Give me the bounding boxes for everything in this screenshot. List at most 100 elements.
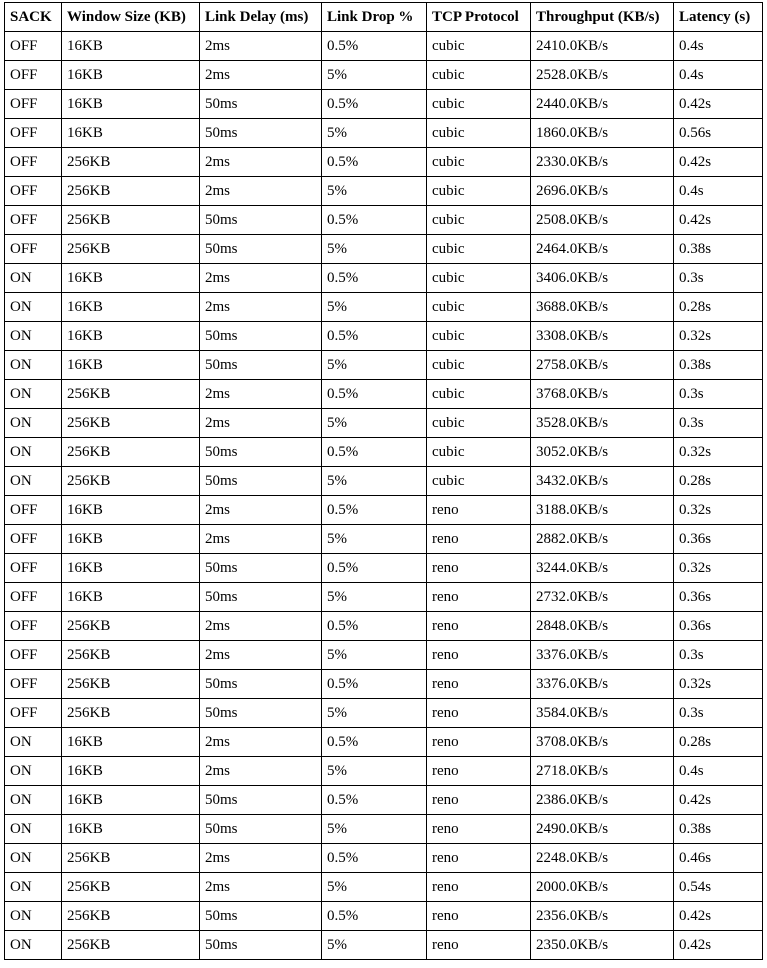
latency-cell: 0.4s — [673, 176, 763, 206]
link-delay-cell: 2ms — [199, 408, 322, 438]
sack-cell: ON — [4, 379, 62, 409]
window-size-cell: 16KB — [61, 31, 200, 61]
sack-cell: OFF — [4, 205, 62, 235]
sack-cell: OFF — [4, 60, 62, 90]
sack-cell: ON — [4, 872, 62, 902]
latency-cell: 0.46s — [673, 843, 763, 873]
table-row: ON 256KB 2ms 0.5% cubic 3768.0KB/s 0.3s — [4, 379, 763, 409]
window-size-cell: 16KB — [61, 495, 200, 525]
window-size-cell: 256KB — [61, 234, 200, 264]
table-row: OFF 256KB 50ms 5% cubic 2464.0KB/s 0.38s — [4, 234, 763, 264]
sack-cell: OFF — [4, 669, 62, 699]
window-size-cell: 16KB — [61, 89, 200, 119]
link-drop-cell: 0.5% — [321, 553, 427, 583]
link-drop-cell: 0.5% — [321, 785, 427, 815]
link-drop-cell: 0.5% — [321, 437, 427, 467]
header-throughput: Throughput (KB/s) — [530, 2, 674, 32]
link-delay-cell: 2ms — [199, 263, 322, 293]
sack-cell: ON — [4, 350, 62, 380]
table-row: ON 256KB 50ms 0.5% cubic 3052.0KB/s 0.32s — [4, 437, 763, 467]
throughput-cell: 3308.0KB/s — [530, 321, 674, 351]
header-latency: Latency (s) — [673, 2, 763, 32]
sack-cell: OFF — [4, 31, 62, 61]
link-drop-cell: 0.5% — [321, 321, 427, 351]
latency-cell: 0.4s — [673, 31, 763, 61]
link-drop-cell: 0.5% — [321, 31, 427, 61]
tcp-protocol-cell: reno — [426, 843, 531, 873]
throughput-cell: 2464.0KB/s — [530, 234, 674, 264]
latency-cell: 0.3s — [673, 698, 763, 728]
link-delay-cell: 50ms — [199, 350, 322, 380]
sack-cell: OFF — [4, 698, 62, 728]
table-row: OFF 16KB 50ms 0.5% cubic 2440.0KB/s 0.42s — [4, 89, 763, 119]
window-size-cell: 256KB — [61, 466, 200, 496]
latency-cell: 0.42s — [673, 89, 763, 119]
link-delay-cell: 50ms — [199, 582, 322, 612]
table-row: ON 256KB 2ms 0.5% reno 2248.0KB/s 0.46s — [4, 843, 763, 873]
link-drop-cell: 5% — [321, 292, 427, 322]
sack-cell: OFF — [4, 89, 62, 119]
table-row: ON 256KB 50ms 5% cubic 3432.0KB/s 0.28s — [4, 466, 763, 496]
tcp-protocol-cell: reno — [426, 727, 531, 757]
link-delay-cell: 2ms — [199, 176, 322, 206]
link-delay-cell: 50ms — [199, 321, 322, 351]
tcp-protocol-cell: reno — [426, 611, 531, 641]
header-window-size: Window Size (KB) — [61, 2, 200, 32]
header-row: SACK Window Size (KB) Link Delay (ms) Li… — [4, 2, 763, 32]
throughput-cell: 3244.0KB/s — [530, 553, 674, 583]
table-body: OFF 16KB 2ms 0.5% cubic 2410.0KB/s 0.4s OFF 16KB… — [4, 31, 763, 960]
table-row: OFF 256KB 2ms 5% cubic 2696.0KB/s 0.4s — [4, 176, 763, 206]
tcp-protocol-cell: reno — [426, 495, 531, 525]
latency-cell: 0.36s — [673, 582, 763, 612]
link-drop-cell: 0.5% — [321, 495, 427, 525]
latency-cell: 0.38s — [673, 234, 763, 264]
link-drop-cell: 5% — [321, 60, 427, 90]
link-delay-cell: 50ms — [199, 930, 322, 960]
link-drop-cell: 5% — [321, 640, 427, 670]
link-drop-cell: 5% — [321, 814, 427, 844]
link-drop-cell: 0.5% — [321, 669, 427, 699]
link-delay-cell: 50ms — [199, 89, 322, 119]
table-header: SACK Window Size (KB) Link Delay (ms) Li… — [4, 2, 763, 32]
window-size-cell: 256KB — [61, 611, 200, 641]
link-drop-cell: 0.5% — [321, 901, 427, 931]
throughput-cell: 3406.0KB/s — [530, 263, 674, 293]
header-link-delay: Link Delay (ms) — [199, 2, 322, 32]
window-size-cell: 16KB — [61, 263, 200, 293]
window-size-cell: 16KB — [61, 524, 200, 554]
latency-cell: 0.32s — [673, 321, 763, 351]
tcp-protocol-cell: cubic — [426, 147, 531, 177]
throughput-cell: 2440.0KB/s — [530, 89, 674, 119]
latency-cell: 0.28s — [673, 292, 763, 322]
link-delay-cell: 2ms — [199, 60, 322, 90]
tcp-protocol-cell: cubic — [426, 350, 531, 380]
window-size-cell: 256KB — [61, 176, 200, 206]
window-size-cell: 16KB — [61, 321, 200, 351]
link-drop-cell: 0.5% — [321, 727, 427, 757]
latency-cell: 0.42s — [673, 930, 763, 960]
throughput-cell: 2718.0KB/s — [530, 756, 674, 786]
sack-cell: OFF — [4, 640, 62, 670]
throughput-cell: 3528.0KB/s — [530, 408, 674, 438]
sack-cell: OFF — [4, 611, 62, 641]
table-row: OFF 256KB 2ms 0.5% reno 2848.0KB/s 0.36s — [4, 611, 763, 641]
window-size-cell: 16KB — [61, 582, 200, 612]
sack-cell: ON — [4, 466, 62, 496]
latency-cell: 0.42s — [673, 901, 763, 931]
tcp-protocol-cell: cubic — [426, 89, 531, 119]
tcp-protocol-cell: cubic — [426, 466, 531, 496]
link-delay-cell: 50ms — [199, 814, 322, 844]
link-delay-cell: 50ms — [199, 901, 322, 931]
latency-cell: 0.36s — [673, 524, 763, 554]
throughput-cell: 2410.0KB/s — [530, 31, 674, 61]
link-delay-cell: 2ms — [199, 495, 322, 525]
table-row: OFF 16KB 2ms 0.5% reno 3188.0KB/s 0.32s — [4, 495, 763, 525]
tcp-protocol-cell: reno — [426, 640, 531, 670]
latency-cell: 0.3s — [673, 408, 763, 438]
link-drop-cell: 5% — [321, 756, 427, 786]
window-size-cell: 256KB — [61, 930, 200, 960]
link-drop-cell: 0.5% — [321, 843, 427, 873]
throughput-cell: 3376.0KB/s — [530, 669, 674, 699]
latency-cell: 0.36s — [673, 611, 763, 641]
window-size-cell: 256KB — [61, 205, 200, 235]
